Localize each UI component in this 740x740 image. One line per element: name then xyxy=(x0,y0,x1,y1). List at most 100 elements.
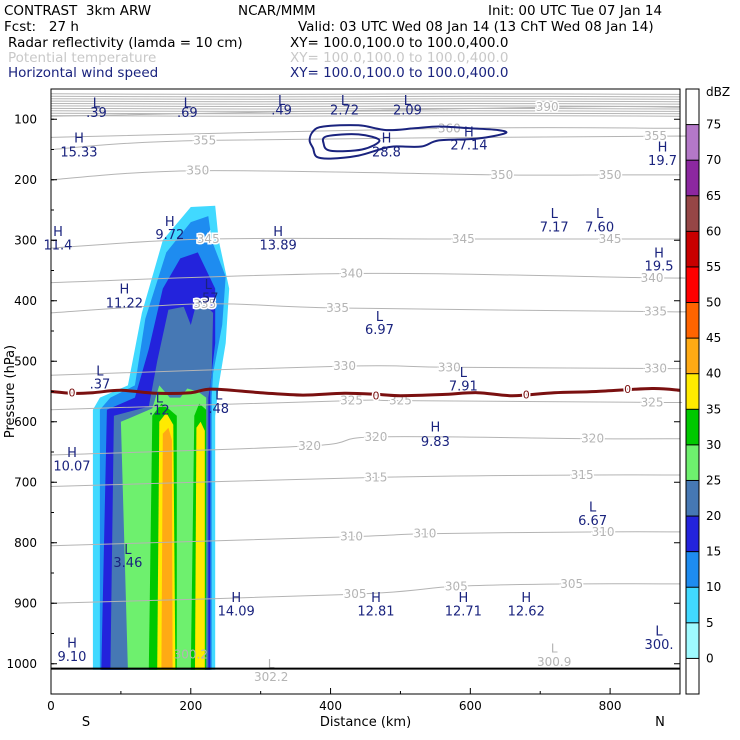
south-label: S xyxy=(82,715,90,730)
wind-extremum-label: L xyxy=(596,207,604,222)
theta-label: 305 xyxy=(560,577,583,591)
wind-extremum-label: H xyxy=(464,125,474,140)
theta-contour-layer: 390 360 355 355 350 350 350 345 345 345 340 340 335 3… xyxy=(50,93,698,684)
theta-label: 350 xyxy=(186,164,209,178)
wind-extremum-label: L xyxy=(404,94,412,109)
wind-extremum-label: 300. xyxy=(645,638,674,653)
wind-extremum-label: H xyxy=(231,591,241,606)
colorbar-label: 30 xyxy=(706,438,721,452)
theta-label: 310 xyxy=(340,530,363,544)
theta-upper-line-1 xyxy=(50,95,681,98)
wind-extremum-label: 12.81 xyxy=(357,605,394,620)
wind-extremum-label: 14.09 xyxy=(218,605,255,620)
wind-extremum-label: 7.60 xyxy=(585,220,614,235)
wind-extremum-label: 15.33 xyxy=(60,145,97,160)
theta-label: 320 xyxy=(298,439,321,453)
field2-xy: XY= 100.0,100.0 to 100.0,400.0 xyxy=(290,50,509,66)
axes-layer: 100 200 300 400 500 600 700 800 900 1000 0 200 400 60… xyxy=(3,88,681,730)
colorbar-segment xyxy=(686,338,699,374)
y-axis-label: Pressure (hPa) xyxy=(3,345,18,438)
wind-extremum-label: L xyxy=(96,364,104,379)
theta-label: 335 xyxy=(326,301,349,315)
reflectivity-area-9 xyxy=(195,421,205,670)
colorbar-segment xyxy=(686,89,699,125)
theta-line-315 xyxy=(50,474,681,487)
wind-extremum-label: H xyxy=(74,131,84,146)
wind-contour-0 xyxy=(308,124,508,160)
field1-name: Radar reflectivity (lamda = 10 cm) xyxy=(8,35,243,51)
theta-label: 330 xyxy=(333,359,356,373)
theta-upper-line-0 xyxy=(50,93,681,95)
theta-label: 315 xyxy=(571,468,594,482)
theta-minimum-label: L xyxy=(551,642,558,656)
theta-label: 310 xyxy=(592,525,615,539)
wind-extremum-label: H xyxy=(67,446,77,461)
wind-extremum-label: H xyxy=(458,591,468,606)
colorbar-label: 65 xyxy=(706,189,721,203)
wind-extremum-label: 19.7 xyxy=(648,154,677,169)
colorbar: 0 5 10 15 20 25 30 35 40 45 50 55 60 65 70 75 dBZ xyxy=(685,85,730,695)
freezing-level-layer: 0 0 0 0 xyxy=(50,382,681,404)
theta-label: 350 xyxy=(490,168,513,182)
wind-extremum-label: L xyxy=(376,310,384,325)
wind-extremum-label: H xyxy=(273,225,283,240)
colorbar-frame xyxy=(685,88,700,695)
theta-upper-line-7 xyxy=(50,110,681,112)
wind-extremum-label: 3.46 xyxy=(113,556,142,571)
field3-name: Horizontal wind speed xyxy=(8,65,159,81)
colorbar-unit: dBZ xyxy=(706,85,730,99)
colorbar-segment xyxy=(686,480,699,517)
y-tick-label: 1000 xyxy=(6,657,37,671)
init-time: Init: 00 UTC Tue 07 Jan 14 xyxy=(488,3,663,19)
theta-label: 340 xyxy=(641,271,664,285)
theta-label: 355 xyxy=(644,129,667,143)
theta-label: 340 xyxy=(340,267,363,281)
theta-line-340 xyxy=(50,272,686,284)
colorbar-segment xyxy=(686,266,699,303)
theta-minimum-label: L xyxy=(268,657,275,671)
theta-label: 330 xyxy=(438,360,461,374)
theta-minimum-label: 300.2 xyxy=(174,648,208,662)
wind-extremum-label: 6.97 xyxy=(365,323,394,338)
wind-extremum-label: 12.62 xyxy=(508,605,545,620)
colorbar-segment xyxy=(686,516,699,552)
wind-extremum-label: L xyxy=(589,500,597,515)
wind-extremum-label: H xyxy=(165,215,175,230)
x-tick-label: 0 xyxy=(47,699,55,713)
theta-line-320 xyxy=(50,436,681,456)
wind-extremum-label: L xyxy=(655,624,663,639)
theta-label: 390 xyxy=(536,100,559,114)
reflectivity-layer xyxy=(92,205,230,670)
theta-label: 335 xyxy=(193,297,216,311)
wind-extremum-label: L xyxy=(215,389,223,404)
wind-extremum-label: L xyxy=(184,96,192,111)
wind-extremum-label: 2.09 xyxy=(393,104,422,119)
x-axis-label: Distance (km) xyxy=(320,715,411,730)
theta-upper-line-3 xyxy=(50,100,681,103)
north-label: N xyxy=(655,715,665,730)
wind-contour-1 xyxy=(321,133,381,153)
y-tick-label: 900 xyxy=(14,596,37,610)
theta-upper-line-9 xyxy=(50,115,681,117)
colorbar-label: 10 xyxy=(706,580,721,594)
y-tick-label: 300 xyxy=(14,233,37,247)
wind-extremum-label: 9.10 xyxy=(57,650,86,665)
colorbar-segment xyxy=(686,444,699,481)
colorbar-segment xyxy=(686,124,699,161)
forecast-hour: Fcst: 27 h xyxy=(4,19,79,35)
field1-xy: XY= 100.0,100.0 to 100.0,400.0 xyxy=(290,35,509,51)
wind-extremum-label: 2.72 xyxy=(330,104,359,119)
y-tick-label: 100 xyxy=(14,112,37,126)
theta-label: 355 xyxy=(193,133,216,147)
wind-extremum-label: .69 xyxy=(177,106,198,121)
theta-line-305 xyxy=(50,583,681,604)
y-tick-label: 600 xyxy=(14,415,37,429)
colorbar-segment xyxy=(686,231,699,267)
wind-extremum-label: 9.83 xyxy=(421,435,450,450)
wind-extremum-label: .12 xyxy=(149,404,170,419)
wind-extremum-label: 10.07 xyxy=(53,459,90,474)
wind-extremum-label: H xyxy=(654,246,664,261)
wind-extremum-label: 27.14 xyxy=(450,139,487,154)
y-tick-label: 700 xyxy=(14,475,37,489)
